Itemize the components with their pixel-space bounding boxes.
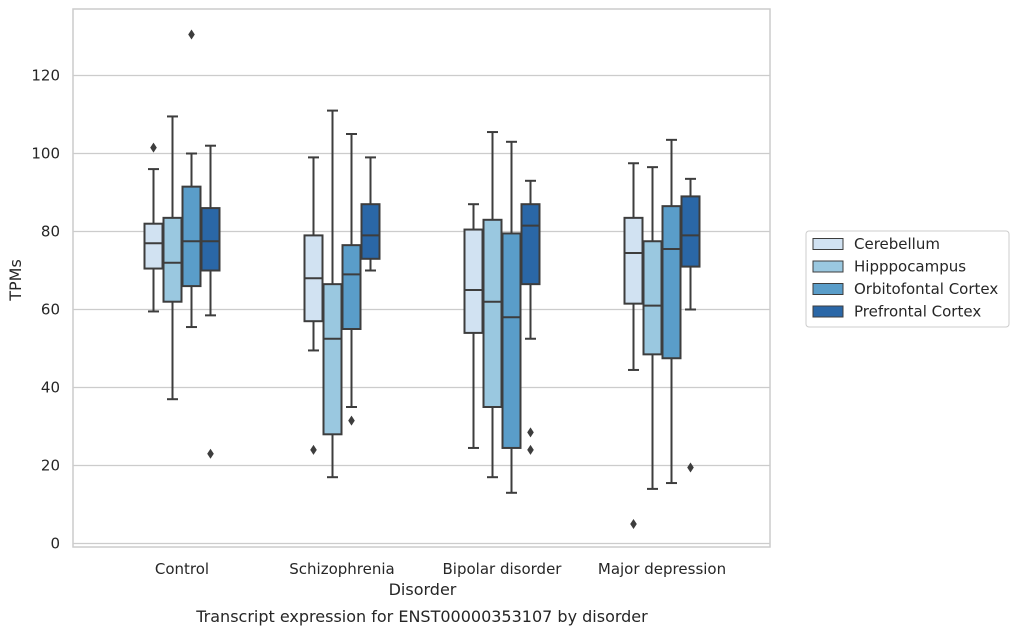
legend-frame [805, 230, 1010, 328]
outlier-point [150, 142, 157, 153]
legend-swatch [812, 260, 844, 273]
y-tick-label: 120 [31, 67, 60, 85]
box-iqr [360, 203, 381, 260]
box-cerebellum [303, 156, 324, 455]
legend-swatch [812, 305, 844, 318]
y-axis-title: TPMs [6, 259, 25, 302]
legend-swatch [812, 238, 844, 250]
box-groups [143, 29, 701, 529]
box-prefrontal-cortex [200, 144, 221, 459]
legend-entry: Hipppocampus [854, 258, 966, 276]
box-orbitofontal-cortex [181, 29, 202, 329]
x-tick-label: Schizophrenia [289, 560, 394, 578]
box-iqr [661, 205, 682, 360]
x-tick-label: Bipolar disorder [443, 560, 563, 578]
x-tick-label: Major depression [598, 560, 726, 578]
box-iqr [143, 222, 164, 270]
y-tick-label: 20 [41, 457, 60, 475]
box-cerebellum [463, 203, 484, 449]
x-axis-title: Disorder [389, 580, 457, 599]
outlier-point [348, 415, 355, 426]
plot-area-frame [72, 8, 771, 548]
outlier-point [310, 444, 317, 455]
legend-entry: Prefrontal Cortex [854, 303, 981, 321]
box-iqr [623, 216, 644, 305]
y-tick-label: 40 [41, 379, 60, 397]
y-tick-label: 80 [41, 223, 60, 241]
box-orbitofontal-cortex [341, 133, 362, 426]
box-iqr [181, 185, 202, 288]
y-tick-label: 0 [50, 535, 60, 553]
outlier-point [188, 29, 195, 40]
box-hipppocampus [162, 115, 183, 401]
outlier-point [207, 448, 214, 459]
chart-caption: Transcript expression for ENST0000035310… [195, 607, 648, 626]
box-hipppocampus [322, 109, 343, 479]
box-iqr [463, 228, 484, 334]
box-hipppocampus [642, 166, 663, 490]
box-cerebellum [623, 162, 644, 529]
box-iqr [642, 240, 663, 356]
box-iqr [200, 207, 221, 272]
x-tick-label: Control [155, 560, 209, 578]
box-hipppocampus [482, 131, 503, 479]
box-prefrontal-cortex [680, 177, 701, 473]
legend-entry: Cerebellum [854, 235, 940, 253]
box-orbitofontal-cortex [501, 140, 522, 494]
box-iqr [162, 216, 183, 303]
box-iqr [322, 283, 343, 436]
box-cerebellum [143, 142, 164, 313]
legend-swatch [812, 283, 844, 295]
box-iqr [501, 232, 522, 449]
y-axis-ticks: 0 20 40 60 80 100 120 [31, 67, 60, 553]
box-prefrontal-cortex [520, 179, 541, 455]
box-prefrontal-cortex [360, 156, 381, 272]
box-iqr [482, 218, 503, 408]
legend-entry: Orbitofontal Cortex [854, 280, 998, 298]
box-iqr [680, 195, 701, 268]
outlier-point [527, 427, 534, 438]
x-axis-ticks: Control Schizophrenia Bipolar disorder Majo… [155, 560, 726, 578]
box-orbitofontal-cortex [661, 138, 682, 485]
legend: Cerebellum Hipppocampus Orbitofontal Corte… [805, 230, 1010, 328]
y-tick-label: 100 [31, 145, 60, 163]
outlier-point [630, 519, 637, 529]
box-iqr [341, 244, 362, 330]
outlier-point [527, 444, 534, 455]
outlier-point [687, 462, 694, 473]
box-iqr [520, 203, 541, 286]
y-tick-label: 60 [41, 301, 60, 319]
